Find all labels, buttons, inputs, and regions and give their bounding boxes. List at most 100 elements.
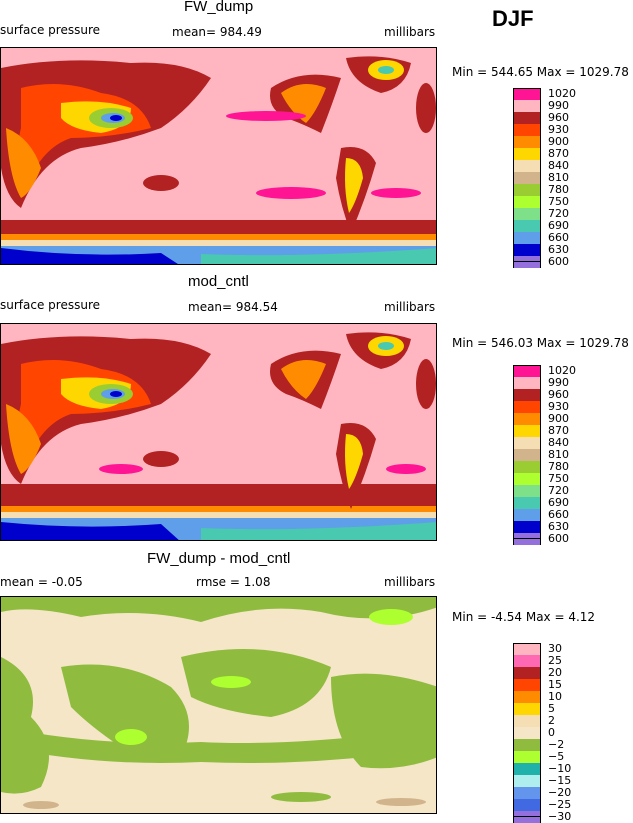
panel3-legend-label: 20: [548, 666, 562, 679]
panel1-mean-label: mean= 984.49: [172, 25, 262, 39]
panel2-legend-label: 870: [548, 424, 569, 437]
panel1-legend-label: 990: [548, 99, 569, 112]
panel1-legend-swatch: [513, 208, 541, 220]
panel2-legend-swatch: [513, 509, 541, 521]
panel1-legend-label: 1020: [548, 87, 576, 100]
panel1-legend-label: 870: [548, 147, 569, 160]
panel1-legend-label: 690: [548, 219, 569, 232]
panel1-legend-swatch: [513, 244, 541, 256]
panel1-legend-swatch: [513, 232, 541, 244]
panel1-legend-swatch: [513, 136, 541, 148]
panel3-legend-label: 0: [548, 726, 555, 739]
panel3-legend-swatch: [513, 775, 541, 787]
panel3-legend-label: 30: [548, 642, 562, 655]
panel1-legend-swatch: [513, 256, 541, 268]
panel3-north-band: [1, 597, 436, 622]
panel1-southern-band3: [1, 240, 436, 248]
panel2-legend-swatch: [513, 401, 541, 413]
panel2-legend-label: 900: [548, 412, 569, 425]
panel3-title: FW_dump - mod_cntl: [147, 550, 291, 567]
panel1-legend-swatch: [513, 112, 541, 124]
panel2-legend-swatch: [513, 425, 541, 437]
panel3-legend-label: −30: [548, 810, 572, 823]
panel1-legend-swatch: [513, 196, 541, 208]
panel3-legend-swatch: [513, 691, 541, 703]
panel2-legend-swatch: [513, 413, 541, 425]
panel2-legend-label: 810: [548, 448, 569, 461]
panel2-legend-swatch: [513, 485, 541, 497]
panel1-legend-label: 930: [548, 123, 569, 136]
panel3-units-label: millibars: [384, 575, 436, 589]
panel3-legend-label: 25: [548, 654, 562, 667]
panel1-legend-label: 960: [548, 111, 569, 124]
panel1-legend-label: 720: [548, 207, 569, 220]
panel2-legend-swatch: [513, 389, 541, 401]
panel1-map: [0, 47, 437, 265]
panel3-legend-swatch: [513, 703, 541, 715]
panel1-units-label: millibars: [384, 25, 436, 39]
panel2-legend-swatch: [513, 473, 541, 485]
panel3-legend-swatch: [513, 811, 541, 823]
panel3-legend-swatch: [513, 727, 541, 739]
panel1-variable-label: surface pressure: [0, 23, 100, 37]
panel1-minmax-label: Min = 544.65 Max = 1029.78: [452, 65, 629, 79]
panel1-legend-label: 630: [548, 243, 569, 256]
panel2-legend-label: 690: [548, 496, 569, 509]
panel2-legend-swatch: [513, 449, 541, 461]
panel1-southern-band: [1, 220, 436, 236]
panel2-legend-swatch: [513, 365, 541, 377]
panel2-legend-swatch: [513, 377, 541, 389]
panel3-legend-label: −5: [548, 750, 565, 763]
panel3-legend-label: −25: [548, 798, 572, 811]
panel1-legend-label: 900: [548, 135, 569, 148]
panel2-contour-plot: [1, 332, 436, 540]
panel2-southern-band: [1, 484, 436, 508]
panel2-legend-label: 960: [548, 388, 569, 401]
panel2-legend-swatch: [513, 461, 541, 473]
panel1-legend-label: 750: [548, 195, 569, 208]
panel1-legend-swatch: [513, 220, 541, 232]
panel1-legend-label: 810: [548, 171, 569, 184]
panel1-legend-label: 600: [548, 255, 569, 268]
panel1-legend-swatch: [513, 148, 541, 160]
panel3-legend-swatch: [513, 787, 541, 799]
panel2-legend-label: 990: [548, 376, 569, 389]
panel3-contour-plot: [1, 597, 436, 809]
panel2-legend-label: 750: [548, 472, 569, 485]
panel3-rmse-label: rmse = 1.08: [196, 575, 271, 589]
panel3-legend-swatch: [513, 643, 541, 655]
panel1-legend-swatch: [513, 160, 541, 172]
panel3-minmax-label: Min = -4.54 Max = 4.12: [452, 610, 596, 624]
panel1-legend-label: 840: [548, 159, 569, 172]
panel2-legend-label: 930: [548, 400, 569, 413]
panel3-legend-label: −20: [548, 786, 572, 799]
panel1-southern-band2: [1, 234, 436, 242]
panel3-central-region: [61, 664, 189, 763]
panel1-title: FW_dump: [184, 0, 254, 15]
season-label: DJF: [492, 6, 534, 31]
panel3-legend-swatch: [513, 679, 541, 691]
panel2-title: mod_cntl: [188, 273, 249, 290]
panel2-legend-label: 720: [548, 484, 569, 497]
panel3-legend-swatch: [513, 799, 541, 811]
panel3-legend-swatch: [513, 667, 541, 679]
panel1-legend-swatch: [513, 172, 541, 184]
panel2-legend-swatch: [513, 497, 541, 509]
panel2-legend-swatch: [513, 533, 541, 545]
panel1-contour-plot: [1, 56, 436, 264]
panel2-mean-label: mean= 984.54: [188, 300, 278, 314]
panel1-legend-swatch: [513, 100, 541, 112]
panel2-map: [0, 323, 437, 541]
panel3-mean-label: mean = -0.05: [0, 575, 83, 589]
panel3-map: [0, 596, 437, 814]
panel3-legend-swatch: [513, 763, 541, 775]
panel3-legend-swatch: [513, 751, 541, 763]
panel2-legend-label: 630: [548, 520, 569, 533]
panel3-legend-label: −15: [548, 774, 572, 787]
panel2-legend-label: 660: [548, 508, 569, 521]
panel2-legend-label: 780: [548, 460, 569, 473]
panel2-variable-label: surface pressure: [0, 298, 100, 312]
panel2-legend-label: 840: [548, 436, 569, 449]
panel3-legend-label: 15: [548, 678, 562, 691]
panel3-legend-label: 2: [548, 714, 555, 727]
